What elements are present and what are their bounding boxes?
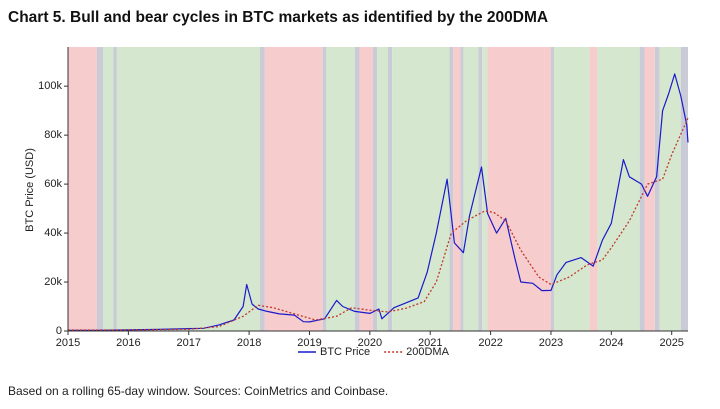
y-tick-label: 20k: [44, 276, 62, 288]
legend-label: BTC Price: [320, 346, 370, 358]
regime-band: [322, 47, 327, 331]
footnote: Based on a rolling 65-day window. Source…: [8, 384, 388, 398]
y-tick-label: 0: [56, 325, 62, 337]
regime-band: [377, 47, 388, 331]
x-tick-label: 2021: [418, 337, 442, 349]
y-tick-label: 100k: [38, 80, 62, 92]
regime-band: [392, 47, 450, 331]
regime-band: [680, 47, 688, 331]
regime-band: [96, 47, 104, 331]
regime-band: [460, 47, 464, 331]
regime-band: [463, 47, 479, 331]
regime-band: [259, 47, 265, 331]
regime-band: [387, 47, 393, 331]
legend-label: 200DMA: [406, 346, 449, 358]
regime-band: [453, 47, 461, 331]
x-tick-label: 2017: [176, 337, 200, 349]
regime-band: [354, 47, 360, 331]
regime-band: [68, 47, 97, 331]
chart-title: Chart 5. Bull and bear cycles in BTC mar…: [8, 9, 548, 26]
x-tick-label: 2019: [297, 337, 321, 349]
y-tick-label: 80k: [44, 129, 62, 141]
regime-band: [550, 47, 554, 331]
regime-band: [639, 47, 645, 331]
regime-band: [372, 47, 378, 331]
x-tick-label: 2020: [358, 337, 382, 349]
x-tick-label: 2022: [478, 337, 502, 349]
y-axis-label: BTC Price (USD): [24, 148, 36, 232]
regime-band: [644, 47, 655, 331]
x-tick-label: 2025: [659, 337, 683, 349]
regime-band: [113, 47, 117, 331]
x-tick-label: 2016: [116, 337, 140, 349]
regime-band: [597, 47, 640, 331]
regime-band: [359, 47, 373, 331]
regime-band: [487, 47, 551, 331]
regime-band: [264, 47, 323, 331]
series-line: [68, 117, 689, 331]
x-tick-label: 2015: [56, 337, 80, 349]
x-tick-label: 2018: [237, 337, 261, 349]
regime-band: [654, 47, 660, 331]
x-tick-label: 2023: [539, 337, 563, 349]
y-tick-label: 40k: [44, 227, 62, 239]
y-tick-label: 60k: [44, 178, 62, 190]
regime-band: [553, 47, 590, 331]
x-tick-label: 2024: [599, 337, 623, 349]
regime-band: [589, 47, 598, 331]
regime-band: [103, 47, 114, 331]
regime-band: [659, 47, 681, 331]
series-line: [67, 73, 689, 331]
regime-band: [326, 47, 355, 331]
regime-band: [449, 47, 454, 331]
regime-band: [116, 47, 260, 331]
regime-band: [478, 47, 483, 331]
